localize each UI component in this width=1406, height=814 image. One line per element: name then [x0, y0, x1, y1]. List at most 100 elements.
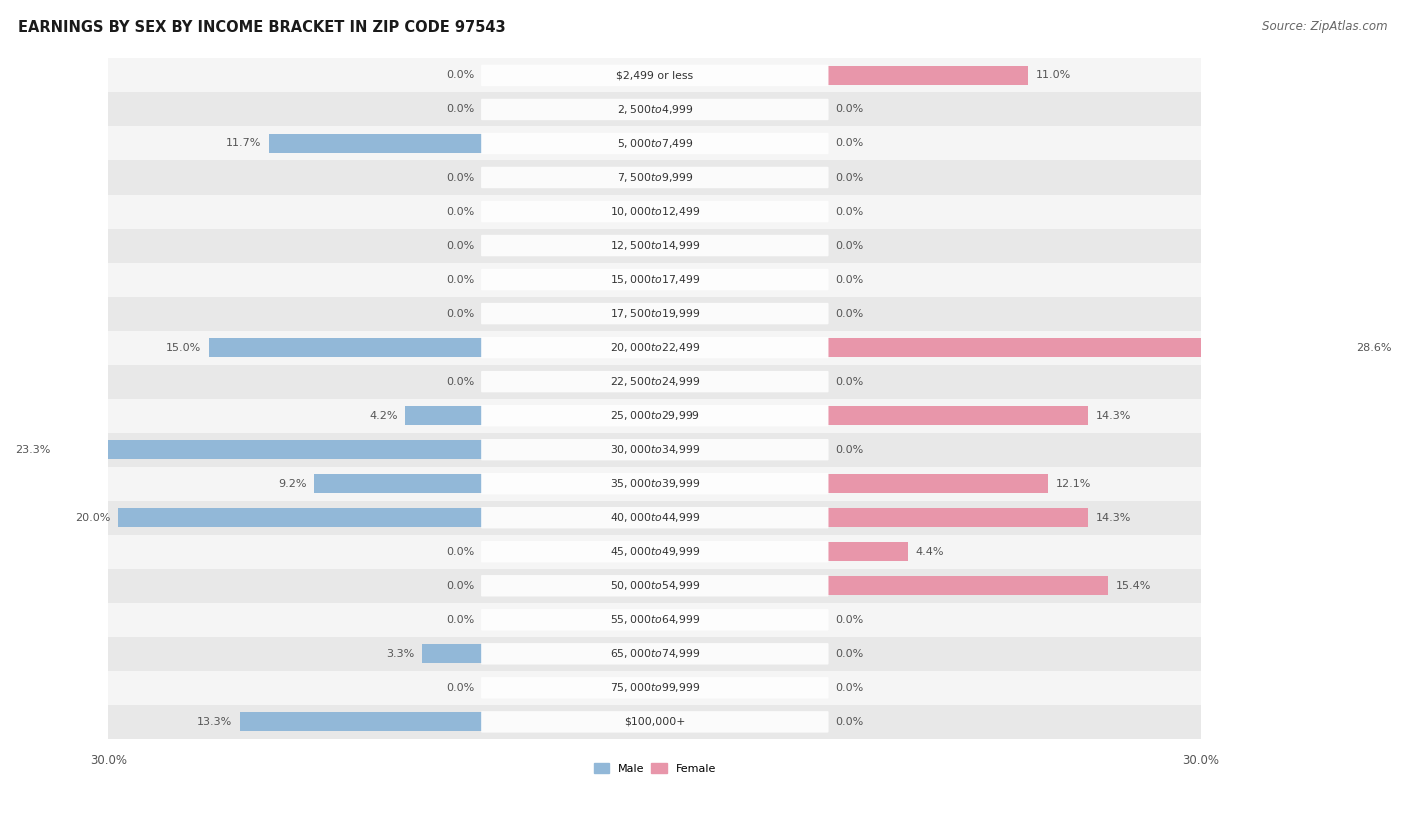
Text: 0.0%: 0.0%: [835, 444, 863, 455]
Text: $75,000 to $99,999: $75,000 to $99,999: [610, 681, 700, 694]
Text: 0.0%: 0.0%: [446, 104, 475, 115]
Text: 12.1%: 12.1%: [1056, 479, 1091, 488]
Bar: [405, 406, 482, 425]
FancyBboxPatch shape: [481, 677, 828, 698]
Text: $22,500 to $24,999: $22,500 to $24,999: [610, 375, 700, 388]
Text: 0.0%: 0.0%: [835, 615, 863, 625]
Bar: [118, 509, 482, 527]
Bar: [108, 365, 1201, 399]
Text: 11.0%: 11.0%: [1035, 71, 1070, 81]
FancyBboxPatch shape: [481, 541, 828, 562]
Bar: [422, 645, 482, 663]
Text: 0.0%: 0.0%: [835, 104, 863, 115]
FancyBboxPatch shape: [481, 405, 828, 427]
FancyBboxPatch shape: [481, 269, 828, 291]
Bar: [108, 705, 1201, 739]
Text: 0.0%: 0.0%: [446, 615, 475, 625]
Bar: [58, 440, 482, 459]
Bar: [828, 475, 1047, 493]
Text: 13.3%: 13.3%: [197, 717, 232, 727]
Text: 20.0%: 20.0%: [75, 513, 110, 523]
Text: 0.0%: 0.0%: [835, 377, 863, 387]
Text: 23.3%: 23.3%: [15, 444, 51, 455]
Text: 15.4%: 15.4%: [1115, 580, 1152, 591]
Text: 0.0%: 0.0%: [446, 71, 475, 81]
FancyBboxPatch shape: [481, 167, 828, 188]
Bar: [208, 339, 482, 357]
Text: 0.0%: 0.0%: [446, 683, 475, 693]
Text: $30,000 to $34,999: $30,000 to $34,999: [610, 443, 700, 456]
Bar: [108, 603, 1201, 637]
Text: $2,499 or less: $2,499 or less: [616, 71, 693, 81]
FancyBboxPatch shape: [481, 575, 828, 597]
Text: 0.0%: 0.0%: [835, 138, 863, 148]
Text: 0.0%: 0.0%: [835, 717, 863, 727]
Text: $17,500 to $19,999: $17,500 to $19,999: [610, 307, 700, 320]
Text: $100,000+: $100,000+: [624, 717, 686, 727]
Bar: [828, 509, 1088, 527]
Text: $5,000 to $7,499: $5,000 to $7,499: [617, 137, 693, 150]
FancyBboxPatch shape: [481, 371, 828, 392]
Text: $40,000 to $44,999: $40,000 to $44,999: [610, 511, 700, 524]
Text: $50,000 to $54,999: $50,000 to $54,999: [610, 580, 700, 593]
Text: 3.3%: 3.3%: [387, 649, 415, 659]
Text: 0.0%: 0.0%: [446, 274, 475, 285]
Text: $65,000 to $74,999: $65,000 to $74,999: [610, 647, 700, 660]
Bar: [108, 330, 1201, 365]
Text: 9.2%: 9.2%: [278, 479, 307, 488]
FancyBboxPatch shape: [481, 643, 828, 664]
Text: $45,000 to $49,999: $45,000 to $49,999: [610, 545, 700, 558]
Bar: [828, 339, 1348, 357]
FancyBboxPatch shape: [481, 711, 828, 733]
Bar: [108, 535, 1201, 569]
Text: 0.0%: 0.0%: [446, 580, 475, 591]
Text: 0.0%: 0.0%: [835, 309, 863, 318]
Bar: [108, 466, 1201, 501]
Bar: [108, 569, 1201, 603]
Bar: [108, 126, 1201, 160]
Bar: [239, 712, 482, 731]
Bar: [108, 671, 1201, 705]
Legend: Male, Female: Male, Female: [589, 759, 720, 778]
Text: 4.4%: 4.4%: [915, 547, 943, 557]
Text: $20,000 to $22,499: $20,000 to $22,499: [610, 341, 700, 354]
Bar: [828, 406, 1088, 425]
FancyBboxPatch shape: [481, 234, 828, 256]
Bar: [108, 501, 1201, 535]
Bar: [108, 399, 1201, 433]
Bar: [108, 263, 1201, 296]
Text: $7,500 to $9,999: $7,500 to $9,999: [617, 171, 693, 184]
FancyBboxPatch shape: [481, 507, 828, 528]
Text: $35,000 to $39,999: $35,000 to $39,999: [610, 477, 700, 490]
Bar: [828, 66, 1028, 85]
Text: 14.3%: 14.3%: [1095, 513, 1130, 523]
Text: Source: ZipAtlas.com: Source: ZipAtlas.com: [1263, 20, 1388, 33]
Text: 0.0%: 0.0%: [835, 683, 863, 693]
Text: 0.0%: 0.0%: [446, 547, 475, 557]
Bar: [108, 637, 1201, 671]
FancyBboxPatch shape: [481, 201, 828, 222]
Text: 0.0%: 0.0%: [835, 207, 863, 217]
Text: 0.0%: 0.0%: [446, 241, 475, 251]
Bar: [108, 160, 1201, 195]
Text: $55,000 to $64,999: $55,000 to $64,999: [610, 613, 700, 626]
FancyBboxPatch shape: [481, 303, 828, 324]
Text: 15.0%: 15.0%: [166, 343, 201, 352]
Text: 0.0%: 0.0%: [835, 173, 863, 182]
Text: 0.0%: 0.0%: [446, 309, 475, 318]
Text: $12,500 to $14,999: $12,500 to $14,999: [610, 239, 700, 252]
Bar: [108, 296, 1201, 330]
Bar: [108, 59, 1201, 93]
Text: 28.6%: 28.6%: [1355, 343, 1392, 352]
FancyBboxPatch shape: [481, 337, 828, 358]
Bar: [108, 93, 1201, 126]
Text: 0.0%: 0.0%: [835, 649, 863, 659]
Text: 14.3%: 14.3%: [1095, 410, 1130, 421]
FancyBboxPatch shape: [481, 98, 828, 120]
Text: 0.0%: 0.0%: [446, 207, 475, 217]
Text: 4.2%: 4.2%: [370, 410, 398, 421]
FancyBboxPatch shape: [481, 473, 828, 494]
Text: 11.7%: 11.7%: [226, 138, 262, 148]
Text: EARNINGS BY SEX BY INCOME BRACKET IN ZIP CODE 97543: EARNINGS BY SEX BY INCOME BRACKET IN ZIP…: [18, 20, 506, 35]
Text: 0.0%: 0.0%: [835, 274, 863, 285]
